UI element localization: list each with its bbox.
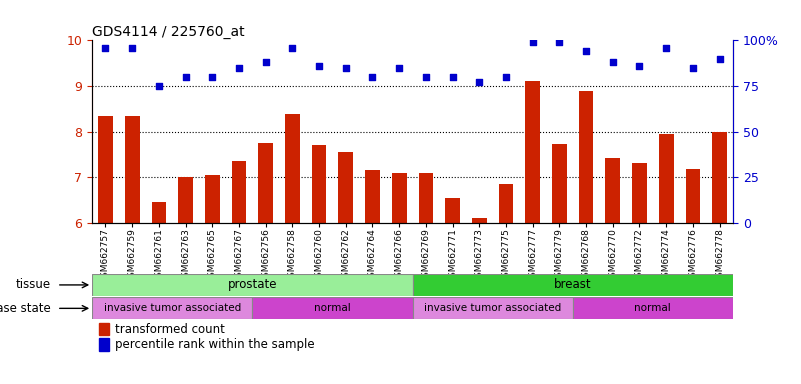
Point [526, 39, 539, 45]
Point [686, 65, 699, 71]
Point [126, 45, 139, 51]
Text: tissue: tissue [15, 278, 50, 291]
Bar [258, 143, 273, 223]
Bar [151, 202, 167, 223]
Text: normal: normal [634, 303, 671, 313]
Point [312, 63, 325, 69]
Point [633, 63, 646, 69]
Text: percentile rank within the sample: percentile rank within the sample [115, 338, 314, 351]
Bar [419, 174, 433, 223]
Bar [606, 158, 620, 223]
Point [152, 83, 165, 89]
Bar [632, 164, 647, 223]
Bar [312, 145, 327, 223]
Text: prostate: prostate [227, 278, 277, 291]
Bar [92, 274, 413, 296]
Bar [579, 91, 594, 223]
Bar [392, 174, 406, 223]
Bar [179, 177, 193, 223]
Bar [413, 274, 733, 296]
Point [500, 74, 513, 80]
Bar [498, 184, 513, 223]
Text: invasive tumor associated: invasive tumor associated [103, 303, 241, 313]
Bar [445, 198, 460, 223]
Text: GDS4114 / 225760_at: GDS4114 / 225760_at [92, 25, 245, 39]
Text: normal: normal [314, 303, 351, 313]
Point [340, 65, 352, 71]
Bar [92, 297, 252, 319]
Point [366, 74, 379, 80]
Point [99, 45, 112, 51]
Bar [365, 170, 380, 223]
Point [179, 74, 192, 80]
Point [660, 45, 673, 51]
Bar [99, 338, 109, 351]
Bar [472, 218, 487, 223]
Bar [231, 161, 247, 223]
Point [260, 59, 272, 65]
Text: disease state: disease state [0, 302, 50, 315]
Point [232, 65, 245, 71]
Point [713, 56, 726, 62]
Text: breast: breast [554, 278, 591, 291]
Bar [573, 297, 733, 319]
Bar [712, 131, 727, 223]
Point [606, 59, 619, 65]
Bar [659, 134, 674, 223]
Bar [252, 297, 413, 319]
Bar [686, 169, 700, 223]
Bar [205, 175, 219, 223]
Point [446, 74, 459, 80]
Point [206, 74, 219, 80]
Bar [99, 323, 109, 335]
Bar [98, 116, 113, 223]
Bar [552, 144, 567, 223]
Text: transformed count: transformed count [115, 323, 224, 336]
Point [580, 48, 593, 55]
Bar [285, 114, 300, 223]
Point [473, 79, 485, 85]
Point [286, 45, 299, 51]
Bar [125, 116, 139, 223]
Point [392, 65, 405, 71]
Bar [339, 152, 353, 223]
Bar [413, 297, 573, 319]
Bar [525, 81, 540, 223]
Text: invasive tumor associated: invasive tumor associated [424, 303, 562, 313]
Point [553, 39, 566, 45]
Point [420, 74, 433, 80]
